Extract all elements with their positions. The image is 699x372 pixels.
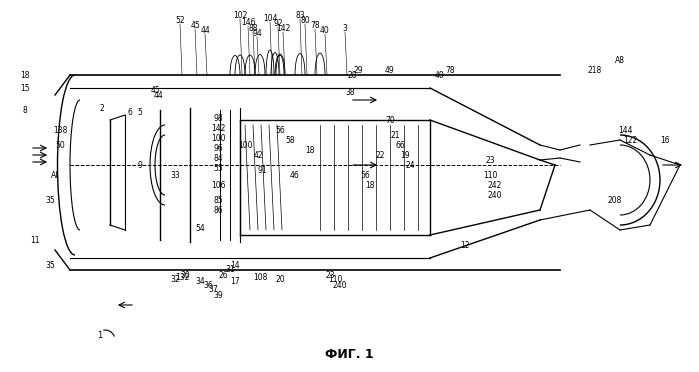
Text: 240: 240 bbox=[488, 190, 503, 199]
Text: 26: 26 bbox=[218, 270, 228, 279]
Text: 132: 132 bbox=[175, 273, 189, 282]
Text: 102: 102 bbox=[233, 10, 247, 19]
Text: 88: 88 bbox=[248, 23, 258, 32]
Text: 18: 18 bbox=[305, 145, 315, 154]
Text: 44: 44 bbox=[200, 26, 210, 35]
Text: 98: 98 bbox=[213, 113, 223, 122]
Text: 35: 35 bbox=[45, 260, 55, 269]
Text: 6: 6 bbox=[127, 108, 132, 116]
Text: 19: 19 bbox=[401, 151, 410, 160]
Text: 218: 218 bbox=[588, 65, 602, 74]
Text: 84: 84 bbox=[213, 154, 223, 163]
Text: 138: 138 bbox=[53, 125, 67, 135]
Text: 12: 12 bbox=[460, 241, 470, 250]
Text: 56: 56 bbox=[275, 125, 285, 135]
Text: 42: 42 bbox=[253, 151, 263, 160]
Text: 1: 1 bbox=[97, 330, 103, 340]
Text: 35: 35 bbox=[45, 196, 55, 205]
Text: 46: 46 bbox=[290, 170, 300, 180]
Text: 40: 40 bbox=[320, 26, 330, 35]
Text: 142: 142 bbox=[276, 23, 290, 32]
Text: 32: 32 bbox=[170, 276, 180, 285]
Text: 85: 85 bbox=[213, 196, 223, 205]
Text: 31: 31 bbox=[225, 266, 235, 275]
Text: 23: 23 bbox=[325, 270, 335, 279]
Text: 9: 9 bbox=[138, 160, 143, 170]
Text: 8: 8 bbox=[22, 106, 27, 115]
Text: 33: 33 bbox=[170, 170, 180, 180]
Text: 30: 30 bbox=[180, 270, 190, 279]
Text: 38: 38 bbox=[345, 87, 355, 96]
Text: AI: AI bbox=[51, 170, 59, 180]
Text: 100: 100 bbox=[211, 134, 225, 142]
Text: 78: 78 bbox=[445, 65, 455, 74]
Text: 14: 14 bbox=[230, 260, 240, 269]
Text: 122: 122 bbox=[623, 135, 637, 144]
Text: 40: 40 bbox=[435, 71, 445, 80]
Text: 80: 80 bbox=[300, 16, 310, 25]
Text: 5: 5 bbox=[138, 108, 143, 116]
Text: 54: 54 bbox=[195, 224, 205, 232]
Text: 29: 29 bbox=[353, 65, 363, 74]
Text: ФИГ. 1: ФИГ. 1 bbox=[325, 349, 373, 362]
Text: 58: 58 bbox=[285, 135, 295, 144]
Text: 34: 34 bbox=[195, 278, 205, 286]
Text: 3: 3 bbox=[343, 23, 347, 32]
Text: 240: 240 bbox=[333, 280, 347, 289]
Text: 94: 94 bbox=[252, 29, 262, 38]
Text: 23: 23 bbox=[485, 155, 495, 164]
Text: 104: 104 bbox=[263, 13, 278, 22]
Text: 83: 83 bbox=[295, 10, 305, 19]
Text: 20: 20 bbox=[275, 276, 284, 285]
Text: 49: 49 bbox=[385, 65, 395, 74]
Text: 45: 45 bbox=[190, 20, 200, 29]
Text: 11: 11 bbox=[30, 235, 40, 244]
Text: 18: 18 bbox=[20, 71, 30, 80]
Text: 50: 50 bbox=[55, 141, 65, 150]
Text: 2: 2 bbox=[100, 103, 104, 112]
Text: 242: 242 bbox=[488, 180, 502, 189]
Text: 144: 144 bbox=[618, 125, 633, 135]
Text: 16: 16 bbox=[660, 135, 670, 144]
Text: 15: 15 bbox=[20, 83, 30, 93]
Text: 142: 142 bbox=[211, 124, 225, 132]
Text: 92: 92 bbox=[273, 19, 283, 28]
Text: 110: 110 bbox=[328, 276, 343, 285]
Text: 100: 100 bbox=[238, 141, 252, 150]
Text: 52: 52 bbox=[175, 16, 185, 25]
Text: 37: 37 bbox=[208, 285, 218, 295]
Text: 78: 78 bbox=[310, 20, 320, 29]
Text: 17: 17 bbox=[230, 278, 240, 286]
Text: 18: 18 bbox=[366, 180, 375, 189]
Text: 55: 55 bbox=[213, 164, 223, 173]
Text: 28: 28 bbox=[347, 71, 356, 80]
Text: 24: 24 bbox=[405, 160, 415, 170]
Text: 21: 21 bbox=[390, 131, 400, 140]
Text: 66: 66 bbox=[395, 141, 405, 150]
Text: 106: 106 bbox=[211, 180, 225, 189]
Text: 44: 44 bbox=[153, 90, 163, 99]
Text: 36: 36 bbox=[203, 280, 213, 289]
Text: 22: 22 bbox=[375, 151, 384, 160]
Text: 91: 91 bbox=[257, 166, 267, 174]
Text: 86: 86 bbox=[213, 205, 223, 215]
Text: 146: 146 bbox=[240, 17, 255, 26]
Text: 96: 96 bbox=[213, 144, 223, 153]
Text: 208: 208 bbox=[608, 196, 622, 205]
Text: A8: A8 bbox=[615, 55, 625, 64]
Text: 39: 39 bbox=[213, 291, 223, 299]
Text: 70: 70 bbox=[385, 115, 395, 125]
Text: 56: 56 bbox=[360, 170, 370, 180]
Text: 108: 108 bbox=[253, 273, 267, 282]
Text: 45: 45 bbox=[150, 86, 160, 94]
Text: 110: 110 bbox=[483, 170, 497, 180]
